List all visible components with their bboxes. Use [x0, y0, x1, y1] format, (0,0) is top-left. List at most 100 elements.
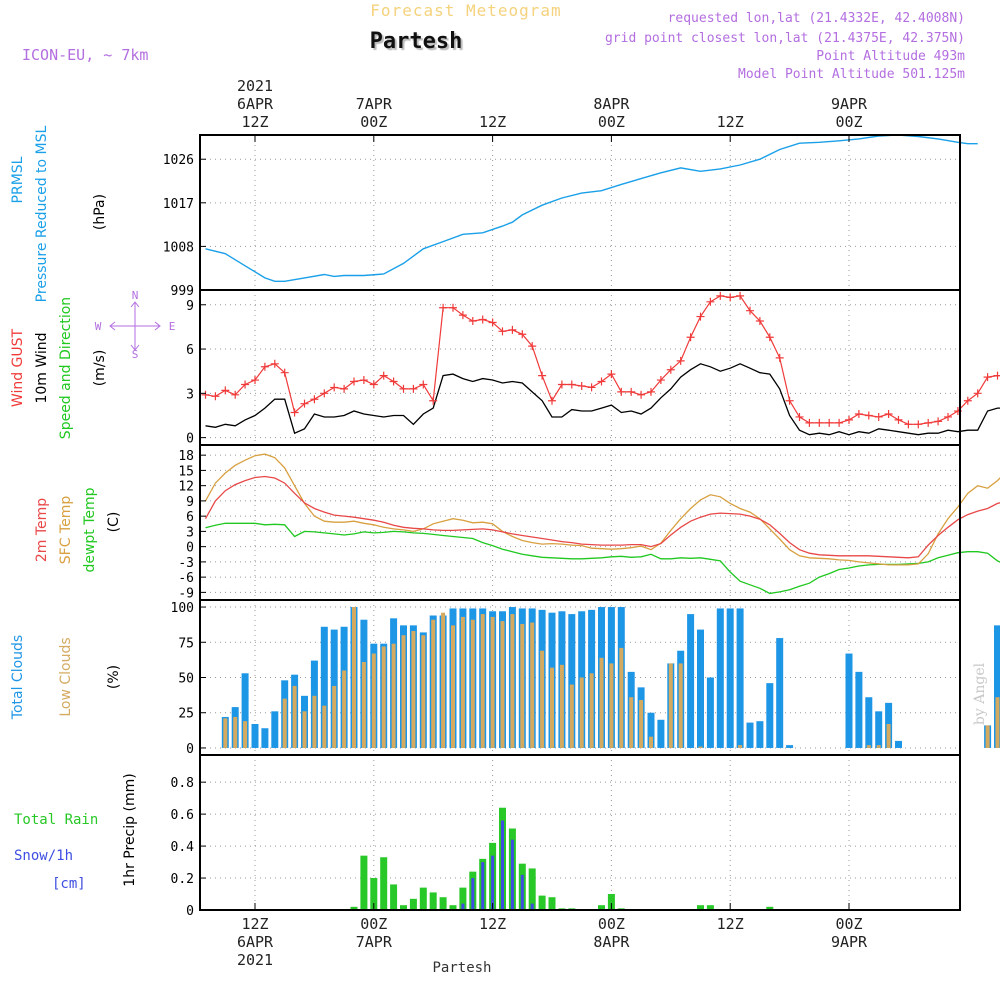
gust-marker — [300, 399, 309, 408]
temperature-tick-label: 0 — [186, 541, 194, 556]
low-cloud-bar — [361, 662, 366, 748]
total-cloud-bar — [241, 673, 249, 748]
gust-marker — [785, 396, 794, 405]
gust-marker — [241, 380, 250, 389]
gust-marker — [795, 412, 804, 421]
low-cloud-bar — [866, 745, 871, 748]
gust-marker — [647, 387, 655, 396]
gust-marker — [746, 306, 754, 315]
low-cloud-bar — [559, 664, 564, 748]
grid-lines — [200, 135, 960, 911]
data-marks — [201, 134, 1000, 910]
gust-marker — [983, 373, 992, 382]
gust-marker — [439, 303, 448, 312]
gust-marker — [488, 318, 497, 327]
clouds-tick-label: 100 — [171, 601, 194, 616]
gust-marker — [963, 396, 972, 405]
pressure-tick-label: 1008 — [163, 240, 194, 255]
low-cloud-bar — [451, 625, 455, 748]
total-cloud-bar — [786, 745, 794, 748]
total-cloud-bar — [251, 724, 259, 748]
temp-2m-line — [204, 475, 1000, 559]
snow-bar — [471, 878, 475, 910]
wind-frame — [199, 289, 961, 446]
gust-marker — [736, 291, 745, 300]
clouds-tick-label: 75 — [178, 636, 194, 651]
axis-labels: 9991008101710260369-9-6-3036912151802550… — [163, 77, 868, 969]
total-cloud-bar — [895, 740, 902, 748]
rain-bar — [429, 892, 437, 910]
low-cloud-bar — [342, 670, 347, 748]
precip-label-snow: Snow/1h — [14, 848, 73, 864]
low-cloud-bar — [243, 721, 248, 748]
top_ticks-time-label: 00Z — [360, 113, 387, 131]
gust-marker — [389, 377, 398, 386]
rain-bar — [439, 897, 447, 910]
gust-marker — [825, 418, 834, 427]
temperature-tick-label: 15 — [178, 464, 194, 479]
station-title: Partesh — [370, 29, 463, 54]
total-cloud-bar — [716, 608, 724, 748]
total-cloud-bar — [746, 722, 754, 748]
low-cloud-bar — [431, 619, 436, 748]
temperature-tick-label: -3 — [178, 556, 194, 571]
gust-marker — [864, 411, 873, 420]
rain-bar — [449, 905, 457, 910]
model-label: ICON-EU, ~ 7km — [22, 46, 148, 64]
rain-bar — [528, 868, 536, 910]
low-cloud-bar — [619, 647, 624, 748]
cloud-label-low: Low Clouds — [58, 637, 74, 716]
bottom_ticks-time-label: 8APR — [593, 933, 630, 951]
rain-bar — [350, 906, 358, 910]
gust-marker — [528, 342, 537, 351]
cloud-labels: Total Clouds Low Clouds (%) — [10, 635, 122, 720]
gust-marker — [993, 371, 1000, 380]
bottom_ticks-time-label: 12Z — [479, 915, 506, 933]
rain-bar — [370, 878, 378, 910]
gust-marker — [577, 381, 586, 390]
wind-labels: Wind GUST 10m Wind Speed and Direction (… — [10, 297, 108, 439]
low-cloud-bar — [599, 657, 604, 748]
temperature-tick-label: 6 — [186, 510, 194, 525]
gust-marker — [765, 333, 774, 342]
gust-marker — [557, 380, 566, 389]
total-cloud-bar — [855, 671, 863, 748]
gust-marker — [815, 418, 824, 427]
rain-bar — [706, 905, 714, 910]
low-cloud-bar — [668, 663, 673, 748]
low-cloud-bar — [510, 614, 515, 748]
low-cloud-bar — [391, 643, 396, 748]
snow-bar — [491, 855, 495, 910]
gust-marker — [904, 420, 913, 429]
low-cloud-bar — [629, 697, 634, 748]
gust-marker — [597, 377, 606, 386]
compass-south: S — [132, 348, 139, 361]
pressure-line — [205, 134, 978, 282]
low-cloud-bar — [550, 667, 554, 748]
rain-bar — [548, 897, 556, 910]
precip-tick-label: 0.8 — [171, 776, 194, 791]
clouds-tick-label: 25 — [178, 707, 194, 722]
low-cloud-bar — [322, 705, 327, 748]
wind-label-10m: 10m Wind — [34, 332, 50, 403]
low-cloud-bar — [678, 663, 683, 748]
temp-unit: (C) — [106, 512, 122, 533]
precip-tick-label: 0.6 — [171, 808, 194, 823]
gust-marker — [835, 418, 844, 427]
total-cloud-bar — [875, 711, 883, 748]
gust-marker — [845, 415, 853, 424]
wind-10m-line — [205, 363, 1000, 436]
low-cloud-bar — [411, 631, 416, 748]
gust-marker — [924, 418, 933, 427]
low-cloud-bar — [470, 619, 475, 748]
rain-bar — [419, 887, 427, 910]
info-altitude: Point Altitude 493m — [816, 49, 965, 64]
gust-marker — [201, 390, 210, 399]
gust-marker — [369, 380, 378, 389]
rain-bar — [538, 895, 546, 910]
total-cloud-bar — [766, 683, 774, 748]
cloud-unit: (%) — [106, 665, 122, 689]
gust-marker — [429, 396, 438, 405]
total-cloud-bar — [736, 608, 744, 748]
gust-marker — [508, 325, 517, 334]
